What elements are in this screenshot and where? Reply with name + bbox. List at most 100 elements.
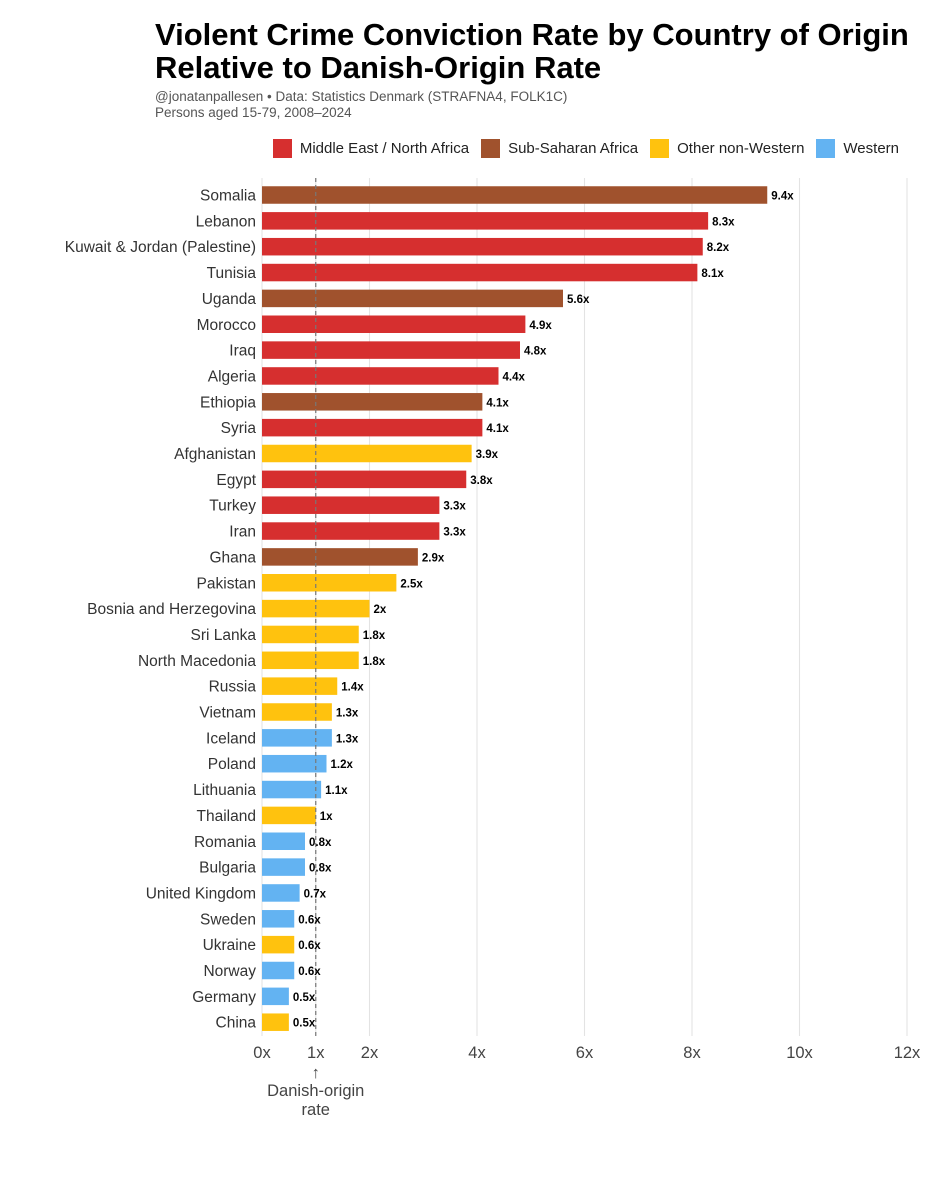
reference-annotation-line-1: Danish-origin bbox=[267, 1082, 364, 1100]
x-tick-label-10: 10x bbox=[786, 1044, 813, 1062]
bar-iran bbox=[262, 522, 440, 540]
category-label-afghanistan: Afghanistan bbox=[174, 446, 256, 463]
category-label-iran: Iran bbox=[229, 524, 256, 541]
data-label-pakistan: 2.5x bbox=[400, 578, 423, 590]
bar-thailand bbox=[262, 806, 316, 825]
category-label-egypt: Egypt bbox=[216, 472, 256, 489]
category-label-uganda: Uganda bbox=[202, 291, 257, 308]
bar-algeria bbox=[262, 367, 499, 385]
data-label-poland: 1.2x bbox=[331, 759, 354, 771]
data-label-ethiopia: 4.1x bbox=[486, 397, 509, 409]
category-label-russia: Russia bbox=[209, 679, 257, 696]
data-label-sri-lanka: 1.8x bbox=[363, 630, 386, 642]
category-label-china: China bbox=[216, 1015, 257, 1032]
category-label-ghana: Ghana bbox=[209, 549, 256, 566]
data-label-vietnam: 1.3x bbox=[336, 708, 359, 720]
bar-kuwait-jordan-palestine bbox=[262, 237, 703, 256]
x-tick-label-2: 2x bbox=[361, 1044, 379, 1062]
legend-label-nonwest: Other non-Western bbox=[677, 140, 805, 157]
legend-swatch-mena bbox=[272, 139, 292, 158]
data-label-sweden: 0.6x bbox=[298, 914, 321, 926]
data-label-lithuania: 1.1x bbox=[325, 785, 348, 797]
reference-arrow: ↑ bbox=[312, 1064, 320, 1082]
bar-iceland bbox=[262, 729, 332, 747]
bar-russia bbox=[262, 677, 338, 695]
data-label-china: 0.5x bbox=[293, 1018, 316, 1030]
bar-romania bbox=[262, 832, 305, 850]
bar-lithuania bbox=[262, 780, 322, 799]
legend-item-mena: Middle East / North Africa bbox=[272, 139, 470, 158]
data-label-north-macedonia: 1.8x bbox=[363, 656, 386, 668]
category-label-bulgaria: Bulgaria bbox=[199, 860, 256, 877]
category-label-syria: Syria bbox=[221, 420, 257, 437]
category-label-bosnia-and-herzegovina: Bosnia and Herzegovina bbox=[87, 601, 256, 618]
bar-lebanon bbox=[262, 212, 709, 230]
data-label-bulgaria: 0.8x bbox=[309, 863, 332, 875]
x-tick-label-0: 0x bbox=[253, 1044, 271, 1062]
category-label-poland: Poland bbox=[208, 756, 256, 773]
bar-germany bbox=[262, 987, 289, 1006]
bar-bulgaria bbox=[262, 858, 305, 876]
category-label-tunisia: Tunisia bbox=[207, 265, 257, 282]
bar-norway bbox=[262, 961, 295, 980]
category-label-morocco: Morocco bbox=[197, 317, 256, 334]
data-label-ghana: 2.9x bbox=[422, 552, 445, 564]
legend-item-ssa: Sub-Saharan Africa bbox=[481, 139, 638, 158]
chart-subtitle-scope: Persons aged 15-79, 2008–2024 bbox=[155, 105, 352, 120]
bar-poland bbox=[262, 754, 327, 773]
data-label-somalia: 9.4x bbox=[771, 191, 794, 203]
category-label-lebanon: Lebanon bbox=[196, 213, 256, 230]
data-label-bosnia-and-herzegovina: 2x bbox=[374, 604, 387, 616]
x-tick-label-8: 8x bbox=[683, 1044, 701, 1062]
bar-pakistan bbox=[262, 574, 397, 592]
category-label-sri-lanka: Sri Lanka bbox=[191, 627, 257, 644]
data-label-syria: 4.1x bbox=[486, 423, 509, 435]
data-label-morocco: 4.9x bbox=[529, 320, 552, 332]
legend-label-mena: Middle East / North Africa bbox=[299, 140, 470, 157]
bar-ghana bbox=[262, 548, 418, 566]
bar-ukraine bbox=[262, 935, 295, 954]
category-label-somalia: Somalia bbox=[200, 188, 256, 205]
bar-tunisia bbox=[262, 263, 698, 282]
bar-china bbox=[262, 1013, 289, 1031]
labels: 0x 1x 2x 4x 6x 8x 10x 12x Somalia 9.4x Lebanon 8.3x… bbox=[65, 188, 921, 1120]
data-label-lebanon: 8.3x bbox=[712, 216, 735, 228]
x-tick-label-12: 12x bbox=[894, 1044, 921, 1062]
legend-item-nonwest: Other non-Western bbox=[650, 139, 804, 158]
data-label-egypt: 3.8x bbox=[470, 475, 493, 487]
data-label-tunisia: 8.1x bbox=[701, 268, 724, 280]
category-label-pakistan: Pakistan bbox=[197, 575, 256, 592]
data-label-iraq: 4.8x bbox=[524, 346, 547, 358]
bars bbox=[262, 186, 768, 1031]
bar-iraq bbox=[262, 341, 520, 359]
category-label-algeria: Algeria bbox=[208, 368, 257, 385]
data-label-uganda: 5.6x bbox=[567, 294, 590, 306]
bar-sweden bbox=[262, 910, 295, 928]
category-label-sweden: Sweden bbox=[200, 911, 256, 928]
bar-egypt bbox=[262, 470, 467, 489]
bar-vietnam bbox=[262, 703, 332, 721]
legend-label-ssa: Sub-Saharan Africa bbox=[508, 140, 639, 157]
bar-turkey bbox=[262, 496, 440, 514]
bar-afghanistan bbox=[262, 444, 472, 463]
category-label-lithuania: Lithuania bbox=[193, 782, 256, 799]
data-label-russia: 1.4x bbox=[341, 682, 364, 694]
x-tick-label-6: 6x bbox=[576, 1044, 594, 1062]
category-label-north-macedonia: North Macedonia bbox=[138, 653, 256, 670]
data-label-algeria: 4.4x bbox=[503, 371, 526, 383]
category-label-kuwait-jordan-palestine: Kuwait & Jordan (Palestine) bbox=[65, 239, 256, 256]
chart-title: Violent Crime Conviction Rate by Country… bbox=[155, 17, 909, 85]
data-label-turkey: 3.3x bbox=[443, 501, 466, 513]
chart-subtitle-source: @jonatanpallesen • Data: Statistics Denm… bbox=[155, 89, 568, 104]
category-label-turkey: Turkey bbox=[209, 498, 256, 515]
bar-uganda bbox=[262, 289, 563, 308]
bar-united-kingdom bbox=[262, 884, 300, 902]
category-label-iraq: Iraq bbox=[229, 343, 256, 360]
category-label-romania: Romania bbox=[194, 834, 256, 851]
bar-morocco bbox=[262, 315, 526, 333]
category-label-germany: Germany bbox=[192, 989, 256, 1006]
category-label-iceland: Iceland bbox=[206, 730, 256, 747]
data-label-germany: 0.5x bbox=[293, 992, 316, 1004]
bar-north-macedonia bbox=[262, 651, 359, 670]
